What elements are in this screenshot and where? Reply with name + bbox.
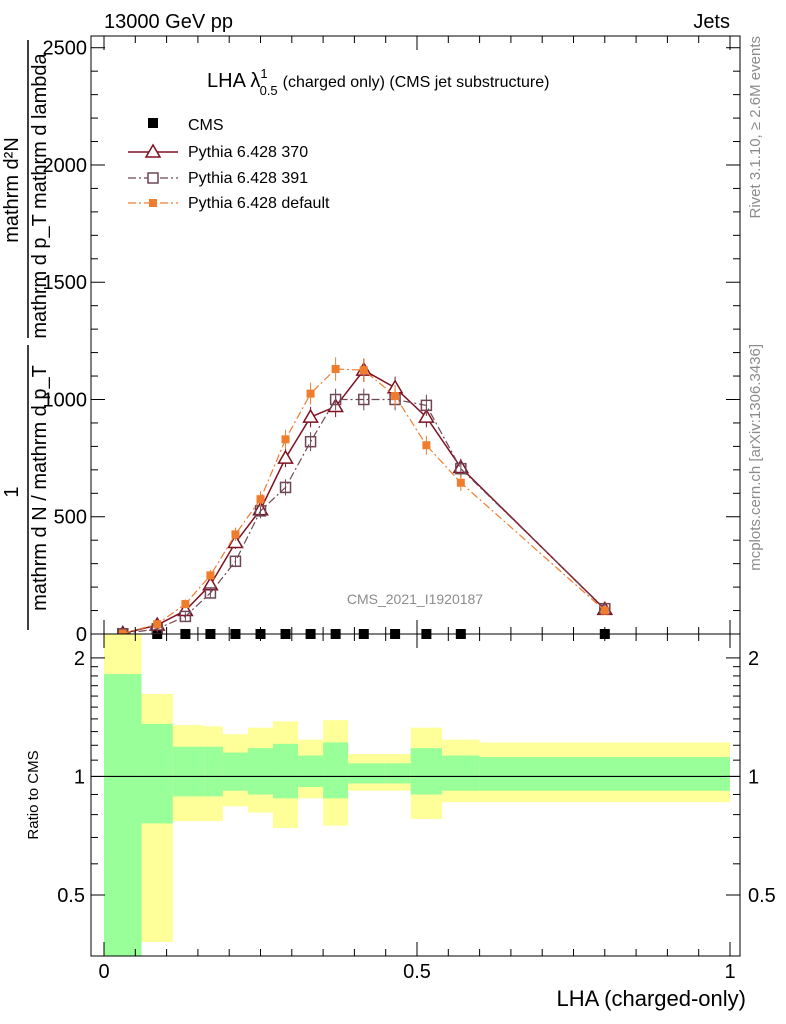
ratio-band-green — [247, 748, 274, 795]
ratio-band-green — [141, 723, 173, 824]
main-y-tick-label: 1500 — [43, 272, 88, 294]
pythia-default-point — [281, 435, 290, 444]
ratio-ticks-layer: 0.5 0.5 1 1 2 2 0 0.5 1 — [57, 634, 776, 983]
ratio-band-green — [385, 763, 411, 784]
main-y-tick-label: 0 — [76, 624, 87, 646]
main-y-tick-label: 2500 — [43, 38, 88, 60]
ratio-band-green — [442, 755, 480, 791]
pythia-391-point — [358, 393, 370, 406]
pythia-391-point — [229, 555, 242, 568]
ratio-band-green — [273, 743, 299, 799]
ratio-bands-layer — [104, 634, 730, 956]
analysis-watermark: CMS_2021_I1920187 — [347, 591, 483, 607]
pythia-default-point — [256, 495, 265, 504]
legend: CMS Pythia 6.428 370 Pythia 6.428 391 Py… — [128, 117, 330, 212]
ratio-plot: 0.5 0.5 1 1 2 2 0 0.5 1 Ratio to CMS LHA (charge… — [25, 633, 776, 1011]
pythia-370-point — [227, 534, 244, 549]
pythia-default-point — [391, 391, 400, 400]
main-y-tick-label: 1000 — [43, 389, 88, 411]
main-y-tick-label: 500 — [54, 507, 87, 529]
rivet-version-label: Rivet 3.1.10, ≥ 2.6M events — [747, 36, 764, 219]
y-label-top-denominator: mathrm d p_T mathrm d lambda — [29, 52, 51, 338]
ratio-band-green — [298, 755, 324, 788]
pythia-391-point — [204, 587, 217, 599]
pythia-391-point — [304, 435, 317, 448]
x-tick-label: 0.5 — [403, 961, 431, 983]
plot-title: LHA λ1 0.5 (charged only) (CMS jet substru… — [207, 66, 549, 98]
ratio-y-tick-label-right: 2 — [748, 648, 759, 670]
y-label-one: 1 — [1, 486, 23, 497]
pythia-default-point — [153, 620, 162, 629]
legend-default-label: Pythia 6.428 default — [188, 195, 330, 212]
pythia-391-point — [420, 399, 433, 412]
ratio-band-green — [323, 742, 349, 799]
jets-label: Jets — [693, 11, 730, 33]
x-tick-label: 1 — [724, 961, 735, 983]
ratio-y-tick-label-right: 1 — [748, 766, 759, 788]
x-axis-label: LHA (charged-only) — [556, 986, 746, 1011]
legend-default-marker — [149, 199, 157, 207]
legend-370-marker — [144, 143, 162, 158]
ratio-band-green — [410, 748, 443, 795]
ratio-plot-frame — [90, 633, 741, 957]
ratio-band-green — [204, 746, 223, 797]
pythia-391-point — [329, 393, 342, 406]
pythia-370-point — [302, 408, 319, 423]
pythia-391-point — [279, 481, 292, 494]
energy-label: 13000 GeV pp — [104, 11, 233, 33]
ratio-band-green — [479, 757, 730, 791]
ratio-band-green — [348, 763, 386, 784]
pythia-default-point — [422, 441, 431, 450]
ratio-band-green — [222, 752, 248, 791]
pythia-391-point — [455, 462, 467, 475]
ratio-y-tick-label-left: 0.5 — [57, 885, 85, 907]
pythia-391-point — [179, 610, 192, 623]
pythia-default-point — [206, 571, 215, 580]
legend-391-marker — [147, 172, 159, 184]
series-line-3 — [122, 368, 606, 635]
x-tick-label: 0 — [98, 961, 109, 983]
pythia-default-point — [359, 366, 368, 375]
pythia-370-point — [418, 408, 435, 423]
legend-cms-label: CMS — [188, 117, 224, 134]
pythia-370-point — [277, 449, 294, 464]
pythia-default-point — [331, 365, 340, 374]
ratio-y-tick-label-left: 1 — [74, 766, 85, 788]
main-y-axis-label: 1 mathrm d N / mathrm d p_T mathrm d²N m… — [1, 40, 51, 630]
pythia-default-point — [181, 599, 190, 608]
main-y-tick-label: 2000 — [43, 155, 88, 177]
series-line-1 — [122, 369, 606, 635]
y-label-top-numerator: mathrm d²N — [1, 137, 23, 243]
pythia-default-point — [231, 530, 240, 539]
legend-370-label: Pythia 6.428 370 — [188, 144, 308, 161]
ratio-band-green — [104, 674, 142, 956]
legend-cms-marker — [148, 118, 158, 128]
pythia-default-point — [306, 389, 315, 398]
mcplots-label: mcplots.cern.ch [arXiv:1306.3436] — [747, 344, 764, 571]
legend-391-label: Pythia 6.428 391 — [188, 170, 308, 187]
ratio-band-green — [172, 746, 205, 797]
ratio-y-tick-label-right: 0.5 — [748, 885, 776, 907]
y-label-denominator: mathrm d N / mathrm d p_T — [29, 365, 51, 611]
pythia-default-point — [456, 478, 465, 487]
pythia-default-point — [600, 606, 609, 615]
ratio-y-axis-label: Ratio to CMS — [25, 750, 42, 839]
main-plot: 0 500 1000 1500 2000 2500 LHA λ1 0.5 (charged o… — [1, 35, 741, 646]
ratio-y-tick-label-left: 2 — [74, 648, 85, 670]
main-ticks-layer: 0 500 1000 1500 2000 2500 — [43, 36, 740, 646]
